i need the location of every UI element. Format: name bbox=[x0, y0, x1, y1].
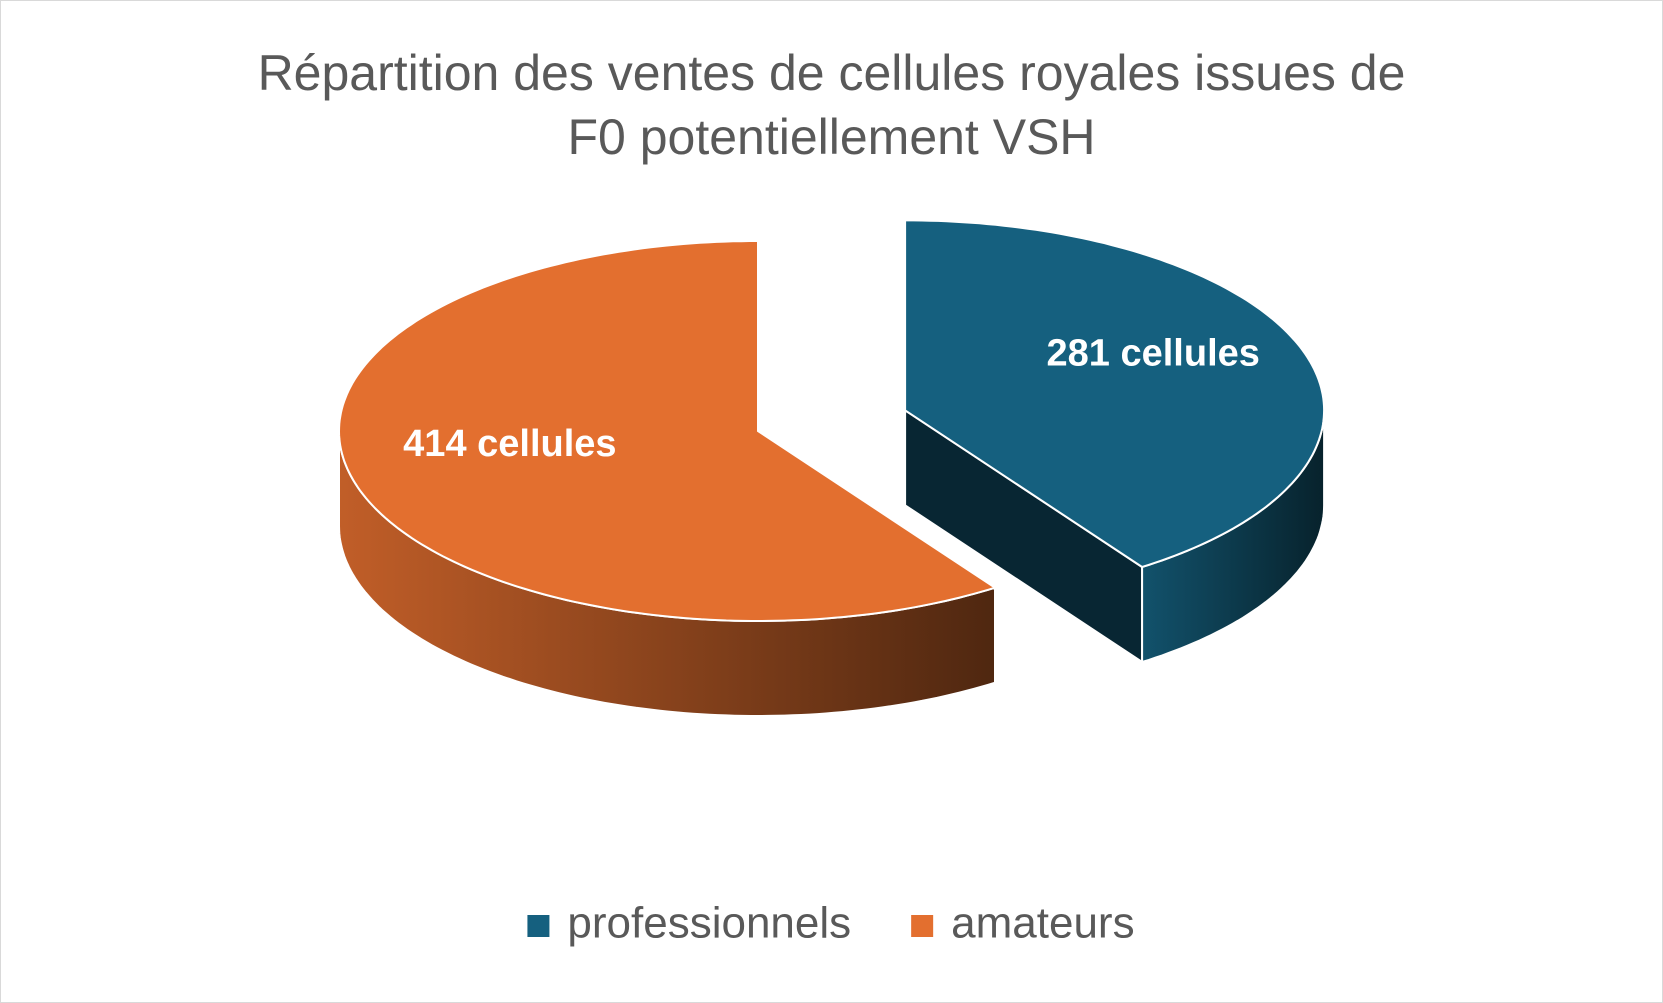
chart-title-box: Répartition des ventes de cellules royal… bbox=[1, 41, 1662, 169]
slice bbox=[337, 240, 998, 717]
chart-title: Répartition des ventes de cellules royal… bbox=[257, 45, 1406, 165]
slice-top bbox=[337, 240, 998, 622]
data-label: 414 cellules bbox=[403, 423, 616, 465]
slice-top bbox=[904, 219, 1326, 569]
data-label: 281 cellules bbox=[1047, 332, 1260, 374]
legend-swatch bbox=[527, 915, 550, 937]
legend-label: professionnels bbox=[567, 899, 851, 948]
legend-label: amateurs bbox=[951, 899, 1134, 948]
legend-swatch bbox=[911, 915, 934, 937]
slice bbox=[904, 219, 1326, 664]
